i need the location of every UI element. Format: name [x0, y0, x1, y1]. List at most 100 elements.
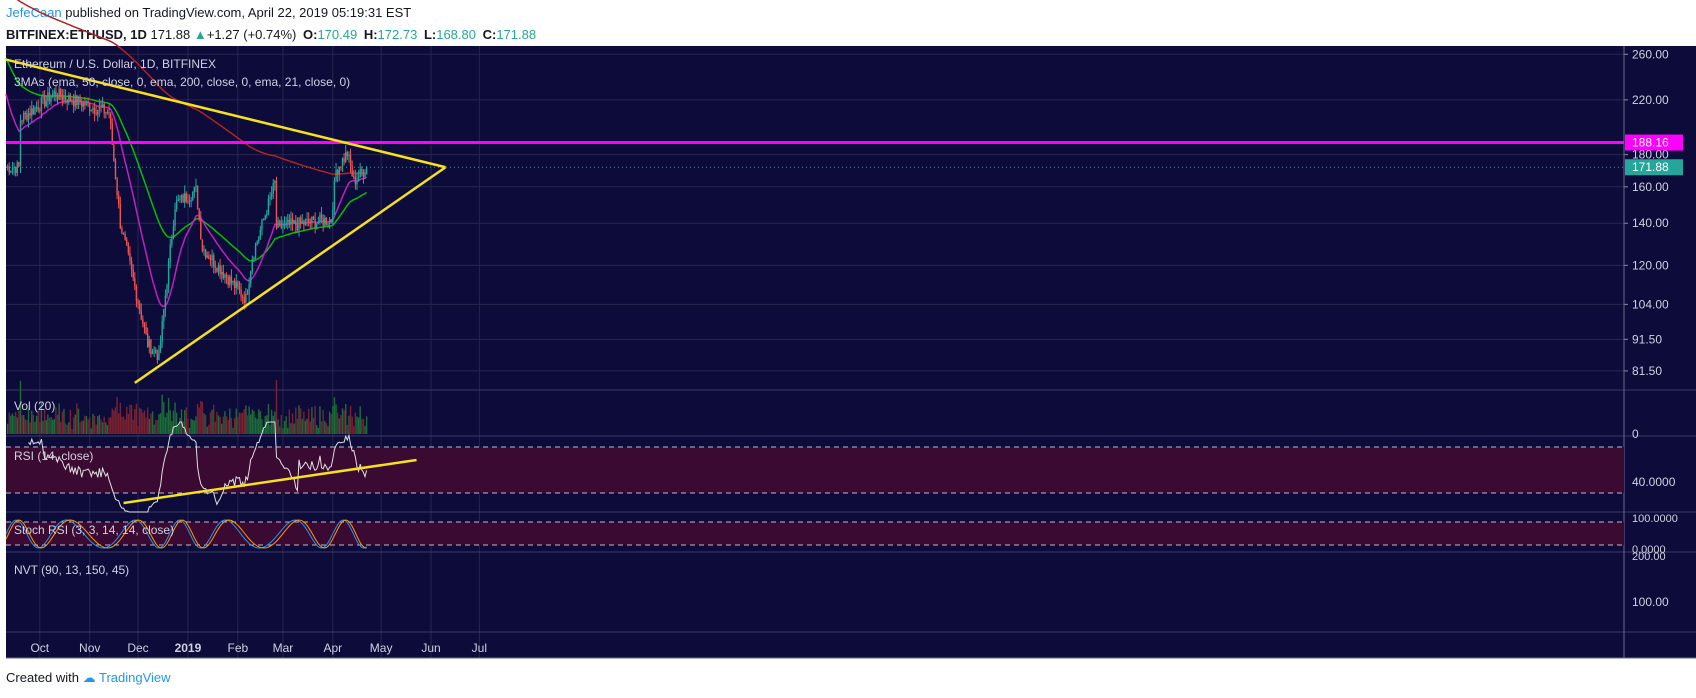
candle-body: [34, 107, 36, 115]
price-chart[interactable]: 260.00 220.00 180.00 160.00 140.00 120.00 104.…: [0, 0, 1696, 670]
candle-body: [140, 310, 142, 320]
candle-body: [246, 294, 249, 296]
volume-bar: [118, 413, 120, 434]
volume-bar: [126, 406, 128, 434]
volume-bar: [84, 415, 86, 434]
candle-body: [109, 113, 112, 124]
high-label: H:: [363, 27, 378, 42]
volume-bar: [119, 402, 122, 434]
candle-body: [345, 152, 347, 162]
volume-bar: [68, 422, 70, 434]
candle-body: [290, 218, 292, 225]
candle-body: [190, 200, 192, 202]
candle-body: [92, 107, 94, 111]
volume-bar: [90, 428, 93, 434]
candle-body: [119, 204, 122, 229]
indicator-panes: [5, 46, 1696, 659]
candle-body: [35, 107, 38, 109]
candle-body: [124, 233, 126, 240]
chart-title: Ethereum / U.S. Dollar, 1D, BITFINEX: [14, 57, 216, 71]
candle-body: [351, 166, 353, 177]
last-price: 171.88: [150, 27, 191, 42]
volume-bar: [241, 412, 244, 434]
candle-body: [254, 244, 257, 258]
volume-bar: [132, 419, 134, 434]
candle-body: [18, 162, 20, 167]
candle-body: [287, 219, 289, 222]
volume-bar: [134, 409, 136, 434]
volume-bar: [156, 420, 159, 434]
volume-bar: [29, 422, 31, 434]
x-tick-label: Mar: [273, 641, 294, 655]
candle-body: [56, 97, 59, 100]
volume-bar: [24, 419, 27, 434]
volume-bar: [80, 420, 83, 434]
created-with-text: Created with: [6, 670, 79, 685]
volume-bar: [200, 400, 202, 434]
candle-body: [280, 221, 283, 228]
candle-body: [248, 283, 250, 295]
volume-bar: [89, 417, 91, 434]
candle-body: [296, 225, 299, 231]
candle-body: [79, 96, 81, 103]
volume-bar: [290, 423, 292, 434]
volume-bar: [237, 416, 239, 434]
volume-bar: [317, 427, 320, 434]
x-tick-label: Jul: [472, 641, 487, 655]
candle-body: [23, 112, 25, 121]
volume-bar: [172, 410, 175, 434]
candle-body: [151, 351, 154, 355]
volume-bar: [204, 414, 207, 434]
volume-bar: [288, 409, 291, 434]
drawings[interactable]: [5, 58, 1624, 505]
candle-body: [156, 353, 159, 361]
volume-bar: [245, 405, 247, 434]
volume-bar: [349, 405, 352, 434]
volume-bar: [332, 406, 334, 434]
candle-body: [201, 239, 204, 251]
y-tick-label: 220.00: [1632, 93, 1669, 107]
x-tick-label: Feb: [227, 641, 248, 655]
candle-body: [153, 349, 155, 352]
candle-body: [74, 95, 76, 107]
candle-body: [222, 271, 225, 278]
candle-body: [114, 160, 117, 180]
volume-bar: [216, 411, 218, 434]
volume-bar: [299, 408, 302, 434]
volume-bar: [130, 405, 133, 434]
volume-bar: [219, 416, 221, 434]
candle-body: [319, 214, 321, 222]
candle-body: [235, 281, 237, 289]
chart-background: [6, 46, 1624, 658]
volume-bar: [184, 409, 186, 434]
x-tick-label: May: [370, 641, 393, 655]
candle-body: [362, 171, 365, 177]
candle-body: [121, 228, 123, 234]
stoch-band: [6, 522, 1624, 545]
volume-bar: [212, 404, 215, 434]
candle-body: [47, 92, 49, 101]
volume-bar: [174, 402, 176, 434]
candle-body: [312, 216, 315, 219]
x-tick-label: Nov: [79, 641, 100, 655]
candle-body: [71, 101, 73, 103]
candle-body: [180, 195, 183, 199]
y-tick-label: 180.00: [1632, 148, 1669, 162]
candle-body: [262, 219, 265, 221]
candle-body: [6, 166, 9, 168]
candle-body: [61, 96, 64, 101]
candle-body: [31, 108, 33, 116]
candle-body: [93, 107, 96, 114]
volume-bar: [250, 414, 252, 434]
tradingview-brand[interactable]: TradingView: [99, 670, 171, 685]
candle-body: [43, 95, 46, 107]
volume-bar: [143, 410, 146, 434]
volume-bar: [277, 419, 279, 434]
candle-body: [266, 214, 268, 216]
resistance-price-label: 188.16: [1632, 136, 1669, 150]
candle-body: [42, 95, 44, 98]
volume-bar: [127, 414, 130, 434]
volume-bar: [158, 414, 160, 434]
candle-body: [333, 180, 336, 210]
candle-body: [188, 200, 191, 203]
